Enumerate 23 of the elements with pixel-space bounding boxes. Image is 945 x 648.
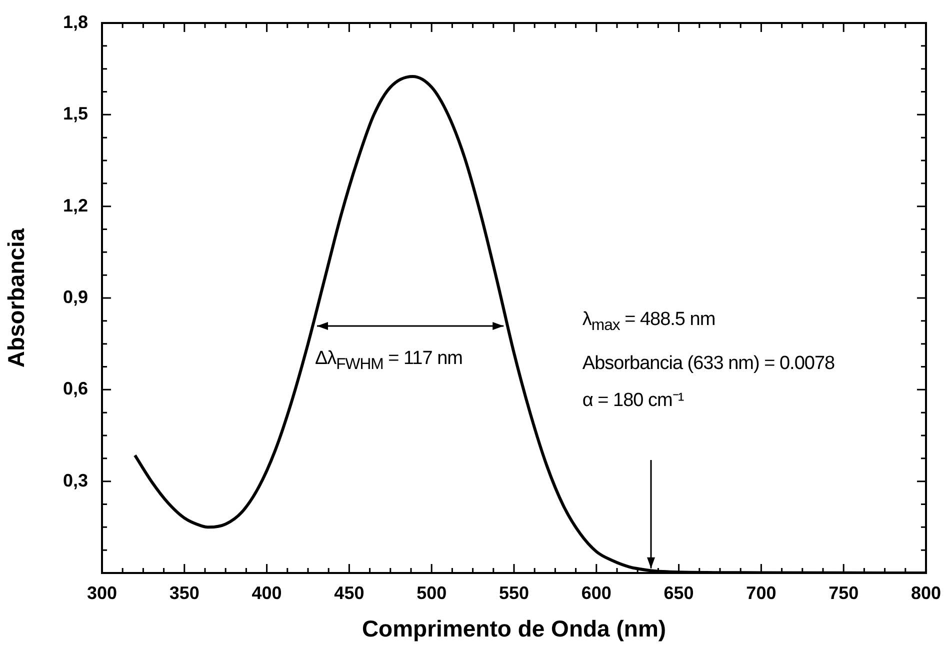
y-tick-label: 0,6 xyxy=(62,378,88,399)
x-tick-label: 300 xyxy=(86,582,118,603)
x-tick-label: 350 xyxy=(169,582,200,603)
x-tick-label: 800 xyxy=(910,582,942,603)
annotation: λ$_{max}$ = 488.5 nm xyxy=(582,309,716,335)
annotation: α = 180 cm⁻¹ xyxy=(582,389,684,412)
x-tick-label: 400 xyxy=(252,582,282,603)
y-axis-title: Absorbancia xyxy=(3,228,30,368)
y-tick-label: 1,5 xyxy=(62,104,88,124)
annotation: Δλ$_{FWHM}$ = 117 nm xyxy=(314,348,462,374)
y-tick-label: 1,8 xyxy=(62,12,88,32)
x-tick-label: 600 xyxy=(581,582,612,603)
x-axis-title: Comprimento de Onda (nm) xyxy=(362,616,666,642)
annotation: Absorbancia (633 nm) = 0.0078 xyxy=(582,353,835,375)
y-tick-label: 0,9 xyxy=(62,286,88,307)
x-tick-label: 700 xyxy=(746,582,776,603)
x-tick-label: 500 xyxy=(416,582,447,603)
x-tick-label: 750 xyxy=(828,582,859,603)
x-tick-label: 650 xyxy=(664,582,694,603)
x-tick-label: 450 xyxy=(334,582,364,603)
y-tick-label: 0,3 xyxy=(62,470,88,490)
y-tick-label: 1,2 xyxy=(62,195,88,216)
x-tick-label: 550 xyxy=(498,582,530,603)
